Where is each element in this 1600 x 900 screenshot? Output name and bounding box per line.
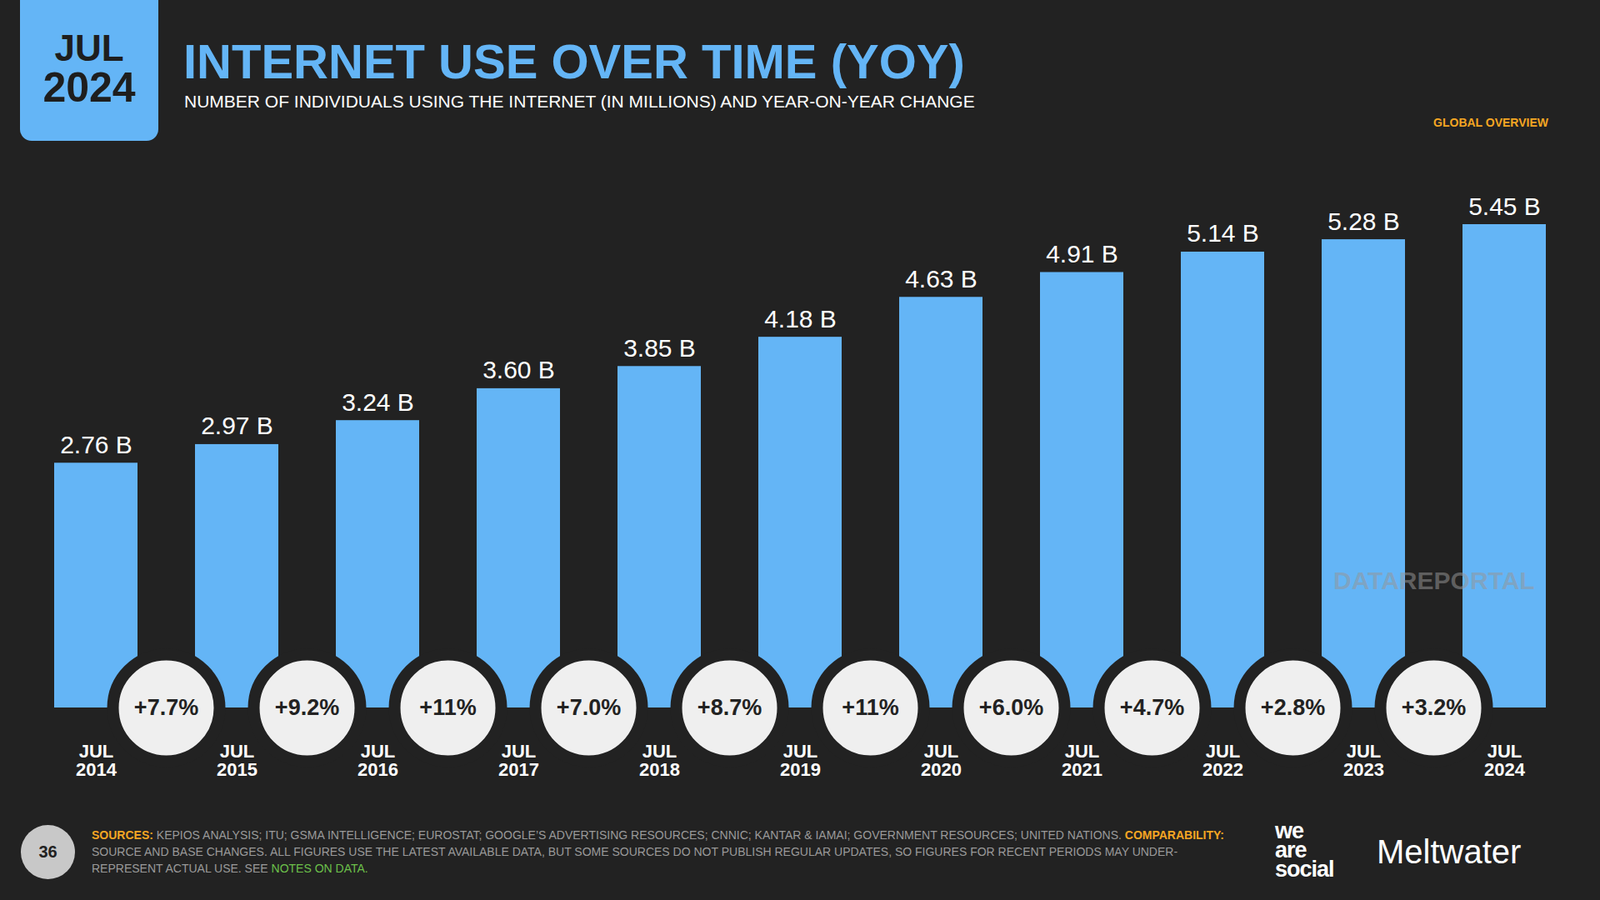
svg-text:+2.8%: +2.8% [1260,695,1325,720]
svg-text:+4.7%: +4.7% [1120,695,1185,720]
svg-text:+8.7%: +8.7% [697,695,762,720]
html-text:are: are [1275,837,1307,863]
svg-text:5.28 B: 5.28 B [1327,207,1400,235]
svg-text:+7.0%: +7.0% [556,695,621,720]
html-text:DATAREPORTAL: DATAREPORTAL [1333,566,1535,595]
html-text:INTERNET USE OVER TIME (YOY): INTERNET USE OVER TIME (YOY) [183,34,965,89]
svg-text:+6.0%: +6.0% [979,695,1044,720]
svg-text:2.97 B: 2.97 B [200,411,274,440]
svg-text:5.45 B: 5.45 B [1468,192,1541,220]
html-text:GLOBAL OVERVIEW: GLOBAL OVERVIEW [1433,115,1549,130]
svg-text:JUL2019: JUL2019 [780,740,821,780]
svg-text:4.91 B: 4.91 B [1045,240,1119,268]
svg-text:JUL2023: JUL2023 [1343,740,1385,780]
svg-text:4.63 B: 4.63 B [905,265,978,293]
svg-text:3.85 B: 3.85 B [623,334,696,362]
svg-text:+7.7%: +7.7% [134,695,199,720]
svg-text:+11%: +11% [419,695,476,720]
html-text:SOURCE AND BASE CHANGES. ALL F: SOURCE AND BASE CHANGES. ALL FIGURES USE… [91,845,1178,875]
svg-text:3.60 B: 3.60 B [482,355,555,384]
svg-text:JUL2020: JUL2020 [920,740,962,780]
svg-text:JUL2014: JUL2014 [75,740,118,780]
svg-text:JUL2017: JUL2017 [498,740,540,780]
html-text:social: social [1275,856,1334,882]
svg-text:5.14 B: 5.14 B [1186,219,1260,247]
svg-text:JUL2015: JUL2015 [216,740,258,780]
svg-text:+9.2%: +9.2% [275,695,340,720]
html-text:Meltwater: Meltwater [1376,833,1522,870]
svg-text:3.24 B: 3.24 B [341,388,415,416]
html-text:36: 36 [38,842,58,861]
html-text:NUMBER OF INDIVIDUALS USING TH: NUMBER OF INDIVIDUALS USING THE INTERNET… [184,91,975,111]
html-text:2024: 2024 [42,64,136,111]
svg-text:JUL2024: JUL2024 [1484,740,1526,780]
svg-text:JUL2022: JUL2022 [1202,740,1244,780]
svg-text:+3.2%: +3.2% [1401,695,1466,720]
html-text:JUL: JUL [54,27,124,69]
html-text:we: we [1275,818,1304,844]
svg-text:JUL2021: JUL2021 [1061,740,1103,780]
svg-text:JUL2018: JUL2018 [639,740,680,780]
svg-text:JUL2016: JUL2016 [357,740,399,780]
svg-text:4.18 B: 4.18 B [764,305,837,333]
svg-text:+11%: +11% [841,695,899,720]
svg-text:2.76 B: 2.76 B [60,430,133,459]
html-text:SOURCES: KEPIOS ANALYSIS; ITU;: SOURCES: KEPIOS ANALYSIS; ITU; GSMA INTE… [91,828,1225,842]
